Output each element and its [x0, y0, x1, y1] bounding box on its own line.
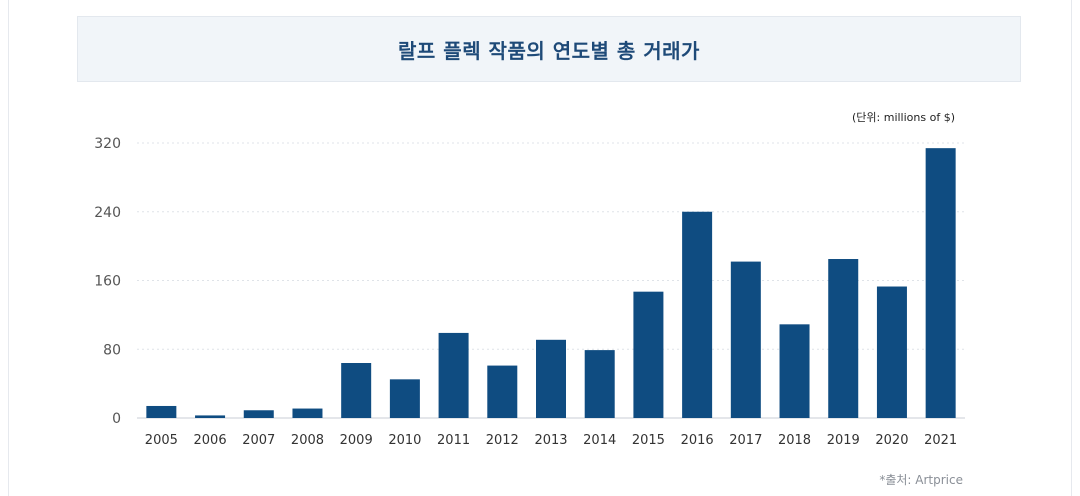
unit-label: (단위: millions of $) [852, 111, 955, 124]
chart-frame: 랄프 플렉 작품의 연도별 총 거래가 (단위: millions of $) … [8, 0, 1072, 496]
x-tick-label: 2019 [827, 433, 860, 448]
x-tick-label: 2012 [486, 433, 519, 448]
bar-2014 [584, 350, 615, 418]
x-tick-label: 2014 [583, 433, 616, 448]
y-tick-label: 0 [112, 411, 121, 427]
bar-2011 [438, 332, 469, 418]
x-tick-label: 2008 [291, 433, 324, 448]
x-tick-label: 2018 [778, 433, 811, 448]
bar-2018 [779, 324, 810, 418]
y-tick-label: 160 [94, 274, 121, 290]
bar-2007 [243, 410, 274, 418]
x-tick-label: 2007 [242, 433, 275, 448]
bar-2013 [536, 339, 566, 418]
x-tick-label: 2020 [875, 433, 908, 448]
x-tick-label: 2011 [437, 433, 470, 448]
bar-2016 [682, 211, 713, 418]
bar-2015 [633, 291, 664, 418]
x-tick-label: 2017 [729, 433, 762, 448]
bar-2005 [146, 405, 177, 418]
y-axis-ticks: 0 80 160 240 320 [94, 136, 121, 427]
x-tick-label: 2006 [194, 433, 227, 448]
y-tick-label: 80 [103, 342, 121, 358]
bars [146, 148, 956, 418]
x-tick-label: 2016 [681, 433, 714, 448]
bar-2010 [389, 379, 420, 418]
bar-2017 [730, 261, 761, 418]
bar-2006 [195, 415, 226, 418]
bar-2009 [341, 363, 372, 418]
x-tick-label: 2015 [632, 433, 665, 448]
chart-title-box: 랄프 플렉 작품의 연도별 총 거래가 [77, 16, 1021, 82]
bar-2021 [925, 148, 956, 418]
bar-2008 [292, 408, 323, 418]
x-tick-label: 2021 [924, 433, 957, 448]
x-tick-label: 2009 [340, 433, 373, 448]
bar-2012 [487, 365, 518, 418]
source-note: *출처: Artprice [879, 473, 963, 487]
x-axis-ticks: 2005 2006 2007 2008 2009 2010 2011 2012 2013 2014… [145, 433, 957, 448]
bar-2019 [828, 259, 859, 418]
bar-2020 [876, 286, 907, 418]
y-tick-label: 320 [94, 136, 121, 152]
x-tick-label: 2005 [145, 433, 178, 448]
y-tick-label: 240 [94, 205, 121, 221]
x-tick-label: 2013 [534, 433, 567, 448]
chart-title: 랄프 플렉 작품의 연도별 총 거래가 [398, 38, 700, 63]
x-tick-label: 2010 [388, 433, 421, 448]
